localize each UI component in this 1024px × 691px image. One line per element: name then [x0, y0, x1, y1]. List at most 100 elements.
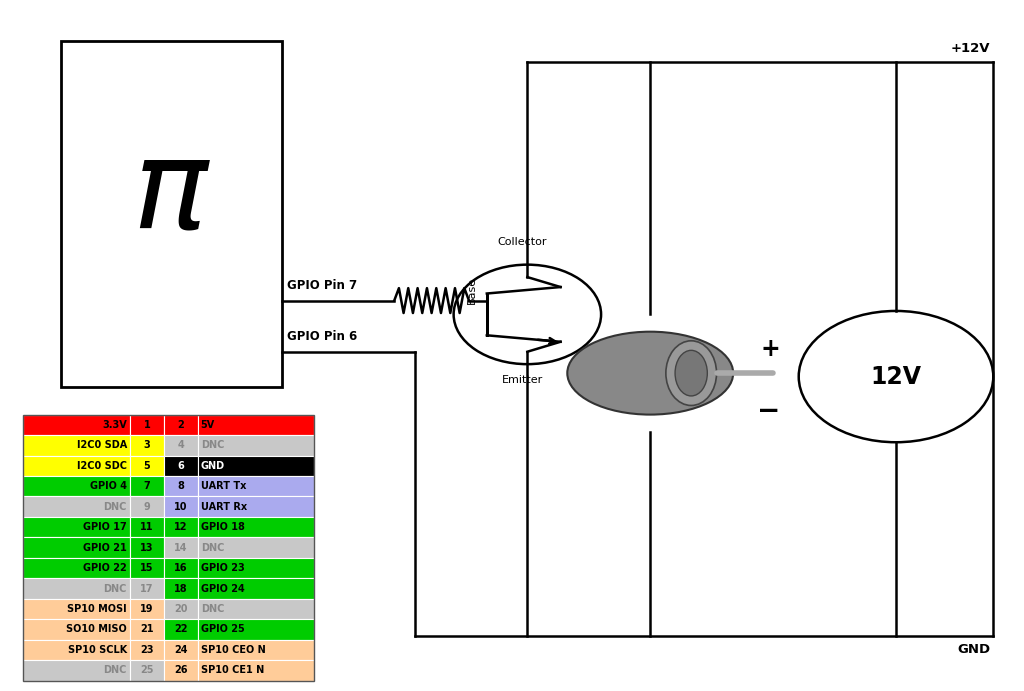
Bar	[198, 660, 314, 681]
Text: 12V: 12V	[870, 365, 922, 388]
Text: 7: 7	[143, 481, 151, 491]
Bar	[130, 599, 164, 619]
Text: I2C0 SDA: I2C0 SDA	[77, 440, 127, 451]
Text: 25: 25	[140, 665, 154, 675]
Text: SP10 CE1 N: SP10 CE1 N	[201, 665, 264, 675]
Bar	[198, 538, 314, 558]
Text: 23: 23	[140, 645, 154, 655]
Bar	[164, 496, 198, 517]
Text: 3: 3	[143, 440, 151, 451]
Text: Base: Base	[467, 277, 476, 304]
Text: 16: 16	[174, 563, 187, 573]
Text: SP10 SCLK: SP10 SCLK	[68, 645, 127, 655]
Text: GPIO 4: GPIO 4	[90, 481, 127, 491]
Bar	[130, 455, 164, 476]
Bar	[198, 435, 314, 455]
Bar	[130, 558, 164, 578]
Bar	[23, 415, 314, 681]
Bar	[164, 640, 198, 660]
Bar	[198, 599, 314, 619]
Bar	[198, 476, 314, 496]
Text: GND: GND	[201, 461, 225, 471]
Text: GPIO Pin 6: GPIO Pin 6	[287, 330, 357, 343]
Text: DNC: DNC	[103, 502, 127, 512]
Text: GPIO Pin 7: GPIO Pin 7	[287, 278, 356, 292]
Text: 24: 24	[174, 645, 187, 655]
Text: 1: 1	[143, 420, 151, 430]
Text: 26: 26	[174, 665, 187, 675]
Bar	[130, 660, 164, 681]
Bar	[61, 41, 282, 387]
Text: 6: 6	[177, 461, 184, 471]
Bar	[23, 538, 130, 558]
Text: DNC: DNC	[201, 440, 224, 451]
Text: $\pi$: $\pi$	[132, 133, 211, 254]
Text: GND: GND	[957, 643, 990, 656]
Bar	[198, 578, 314, 599]
Bar	[130, 476, 164, 496]
Bar	[198, 558, 314, 578]
Ellipse shape	[666, 341, 717, 406]
Text: SO10 MISO: SO10 MISO	[67, 625, 127, 634]
Text: 8: 8	[177, 481, 184, 491]
Text: DNC: DNC	[201, 604, 224, 614]
Text: 18: 18	[174, 583, 187, 594]
Ellipse shape	[675, 350, 708, 396]
Text: DNC: DNC	[201, 542, 224, 553]
Ellipse shape	[567, 332, 733, 415]
Text: GPIO 24: GPIO 24	[201, 583, 245, 594]
Text: 13: 13	[140, 542, 154, 553]
Text: I2C0 SDC: I2C0 SDC	[77, 461, 127, 471]
Text: DNC: DNC	[103, 665, 127, 675]
Bar	[164, 455, 198, 476]
Bar	[198, 517, 314, 538]
Text: 15: 15	[140, 563, 154, 573]
Text: 20: 20	[174, 604, 187, 614]
Text: GPIO 23: GPIO 23	[201, 563, 245, 573]
Text: GPIO 17: GPIO 17	[83, 522, 127, 532]
Text: 2: 2	[177, 420, 184, 430]
Bar	[164, 476, 198, 496]
Text: GPIO 21: GPIO 21	[83, 542, 127, 553]
Text: +: +	[761, 337, 780, 361]
Bar	[198, 619, 314, 640]
Bar	[23, 619, 130, 640]
Bar	[164, 558, 198, 578]
Bar	[23, 476, 130, 496]
Bar	[23, 517, 130, 538]
Bar	[130, 435, 164, 455]
Text: 10: 10	[174, 502, 187, 512]
Text: 14: 14	[174, 542, 187, 553]
Bar	[198, 415, 314, 435]
Bar	[164, 517, 198, 538]
Bar	[164, 660, 198, 681]
Bar	[164, 599, 198, 619]
Text: 12: 12	[174, 522, 187, 532]
Bar	[130, 496, 164, 517]
Text: GPIO 25: GPIO 25	[201, 625, 245, 634]
Text: 17: 17	[140, 583, 154, 594]
Text: 19: 19	[140, 604, 154, 614]
Text: UART Rx: UART Rx	[201, 502, 247, 512]
Bar	[23, 640, 130, 660]
Text: 21: 21	[140, 625, 154, 634]
Bar	[198, 455, 314, 476]
Text: UART Tx: UART Tx	[201, 481, 246, 491]
Text: SP10 CEO N: SP10 CEO N	[201, 645, 265, 655]
Bar	[23, 415, 130, 435]
Bar	[23, 578, 130, 599]
Bar	[164, 619, 198, 640]
Bar	[164, 435, 198, 455]
Text: 22: 22	[174, 625, 187, 634]
Text: 9: 9	[143, 502, 151, 512]
Text: SP10 MOSI: SP10 MOSI	[68, 604, 127, 614]
Bar	[130, 415, 164, 435]
Bar	[23, 599, 130, 619]
Text: 5: 5	[143, 461, 151, 471]
Bar	[130, 640, 164, 660]
Bar	[164, 578, 198, 599]
Text: GPIO 18: GPIO 18	[201, 522, 245, 532]
Bar	[164, 538, 198, 558]
Bar	[130, 578, 164, 599]
Bar	[130, 619, 164, 640]
